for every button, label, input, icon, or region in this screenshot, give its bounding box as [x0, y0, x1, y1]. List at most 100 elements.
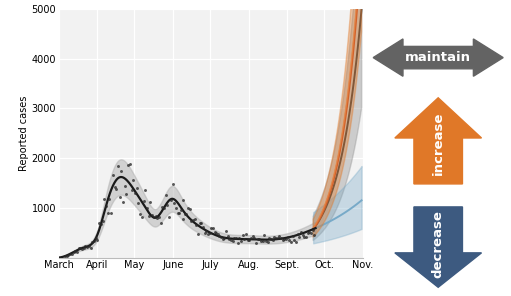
Point	[170, 200, 178, 205]
Point	[204, 231, 212, 236]
Point	[97, 221, 105, 226]
Point	[295, 234, 304, 239]
Point	[232, 235, 240, 240]
Point	[140, 199, 148, 204]
Point	[230, 235, 239, 240]
Point	[191, 217, 199, 221]
Point	[146, 200, 154, 205]
Point	[285, 238, 293, 243]
Point	[195, 221, 203, 226]
Point	[94, 237, 102, 242]
Point	[281, 237, 289, 242]
Point	[209, 226, 217, 231]
Point	[68, 251, 76, 256]
Point	[265, 236, 273, 240]
Point	[153, 215, 161, 220]
Point	[298, 233, 307, 237]
Point	[216, 234, 224, 239]
Point	[219, 237, 227, 242]
Point	[179, 197, 187, 202]
Point	[62, 253, 71, 258]
Point	[256, 237, 264, 242]
Point	[240, 236, 248, 241]
Point	[275, 234, 284, 239]
Point	[177, 207, 185, 212]
Point	[200, 231, 208, 236]
Point	[202, 229, 210, 234]
Point	[100, 196, 108, 201]
Point	[274, 236, 282, 240]
Point	[160, 206, 168, 211]
Point	[99, 218, 107, 223]
Point	[73, 250, 81, 255]
Point	[104, 210, 112, 215]
Point	[83, 244, 91, 249]
Point	[110, 185, 119, 190]
Point	[90, 239, 98, 243]
Point	[290, 238, 298, 243]
Point	[69, 250, 78, 255]
Point	[167, 198, 175, 202]
Point	[307, 231, 315, 236]
Point	[192, 223, 200, 227]
Point	[261, 233, 269, 237]
Point	[107, 211, 115, 215]
Point	[278, 238, 287, 242]
Point	[88, 240, 97, 244]
Point	[249, 234, 257, 239]
Point	[115, 195, 124, 200]
Point	[214, 231, 222, 236]
Point	[257, 238, 265, 243]
Point	[112, 186, 120, 191]
Point	[175, 211, 183, 216]
Point	[129, 178, 137, 182]
Point	[277, 236, 285, 240]
Point	[282, 237, 290, 242]
Point	[136, 212, 144, 216]
Point	[172, 206, 180, 211]
Point	[124, 163, 132, 168]
Point	[141, 188, 149, 193]
Point	[187, 219, 195, 223]
Text: maintain: maintain	[405, 51, 471, 64]
Point	[292, 239, 300, 244]
Point	[121, 184, 129, 189]
Point	[85, 244, 93, 249]
Point	[229, 239, 237, 244]
Point	[180, 212, 189, 217]
Point	[119, 200, 127, 205]
Point	[133, 186, 141, 191]
Point	[134, 201, 143, 206]
Point	[205, 231, 214, 236]
Point	[81, 244, 89, 249]
Point	[164, 203, 172, 208]
Point	[217, 235, 225, 239]
Point	[78, 247, 86, 251]
Point	[284, 234, 292, 239]
Point	[287, 240, 295, 245]
Point	[182, 212, 190, 216]
Point	[269, 237, 277, 242]
Point	[151, 214, 159, 219]
Point	[237, 238, 245, 243]
Point	[272, 236, 280, 240]
Point	[138, 215, 146, 219]
Point	[224, 233, 232, 238]
Point	[126, 162, 134, 167]
Point	[259, 239, 267, 244]
Polygon shape	[395, 98, 481, 184]
Point	[117, 168, 125, 173]
Point	[211, 230, 219, 235]
Text: decrease: decrease	[432, 210, 445, 278]
Point	[109, 172, 117, 177]
Point	[250, 235, 259, 240]
Point	[179, 216, 187, 221]
Point	[220, 236, 228, 240]
Point	[185, 207, 194, 212]
Point	[174, 210, 182, 215]
Point	[199, 224, 207, 229]
Point	[76, 246, 84, 250]
Point	[289, 234, 297, 238]
Point	[247, 236, 255, 241]
Point	[262, 238, 270, 243]
